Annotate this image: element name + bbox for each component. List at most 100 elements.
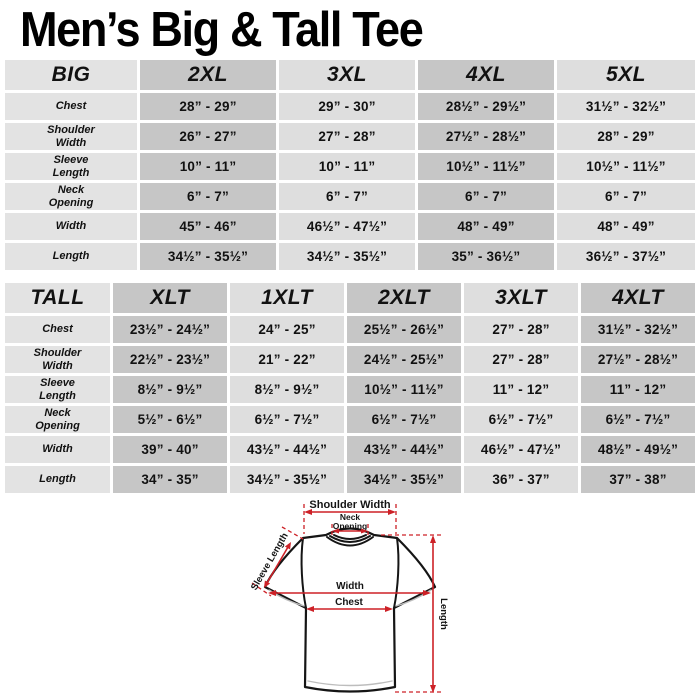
size-value-cell: 28” - 29” — [140, 93, 276, 120]
size-value-cell: 6” - 7” — [418, 183, 554, 210]
tall-row-label: Sleeve Length — [5, 376, 110, 403]
size-value-cell: 34½” - 35½” — [230, 466, 344, 493]
big-table-title-cell: BIG — [5, 60, 137, 90]
arrowhead-icon — [430, 685, 436, 693]
tshirt-sleeve-shade — [395, 589, 432, 607]
arrowhead-icon — [332, 528, 339, 534]
width-label: Width — [336, 581, 364, 592]
big-column-header: 3XL — [279, 60, 415, 90]
size-value-cell: 25½” - 26½” — [347, 316, 461, 343]
size-value-cell: 10” - 11” — [140, 153, 276, 180]
tall-row-label: Width — [5, 436, 110, 463]
tall-size-table: TALL XLT 1XLT 2XLT 3XLT 4XLT Chest 23½” … — [5, 283, 695, 493]
big-row-label: Sleeve Length — [5, 153, 137, 180]
size-value-cell: 28” - 29” — [557, 123, 695, 150]
big-column-header: 5XL — [557, 60, 695, 90]
size-value-cell: 6½” - 7½” — [347, 406, 461, 433]
tall-column-header: 2XLT — [347, 283, 461, 313]
big-column-header: 2XL — [140, 60, 276, 90]
size-value-cell: 23½” - 24½” — [113, 316, 227, 343]
size-value-cell: 37” - 38” — [581, 466, 695, 493]
arrowhead-icon — [385, 606, 393, 612]
size-value-cell: 24½” - 25½” — [347, 346, 461, 373]
size-value-cell: 34” - 35” — [113, 466, 227, 493]
big-row-label: Neck Opening — [5, 183, 137, 210]
size-value-cell: 11” - 12” — [464, 376, 578, 403]
arrowhead-icon — [264, 580, 271, 588]
size-value-cell: 6½” - 7½” — [464, 406, 578, 433]
size-value-cell: 43½” - 44½” — [347, 436, 461, 463]
size-value-cell: 46½” - 47½” — [279, 213, 415, 240]
neck-opening-label: Neck — [340, 512, 361, 522]
big-row-label: Length — [5, 243, 137, 270]
size-value-cell: 34½” - 35½” — [347, 466, 461, 493]
tall-table-title-cell: TALL — [5, 283, 110, 313]
size-value-cell: 24” - 25” — [230, 316, 344, 343]
size-value-cell: 6” - 7” — [279, 183, 415, 210]
arrowhead-icon — [284, 542, 291, 550]
tall-column-header: 3XLT — [464, 283, 578, 313]
size-value-cell: 39” - 40” — [113, 436, 227, 463]
tall-row-label: Shoulder Width — [5, 346, 110, 373]
size-value-cell: 6½” - 7½” — [581, 406, 695, 433]
size-value-cell: 43½” - 44½” — [230, 436, 344, 463]
size-value-cell: 27” - 28” — [464, 316, 578, 343]
size-value-cell: 31½” - 32½” — [557, 93, 695, 120]
arrowhead-icon — [361, 528, 368, 534]
big-size-table: BIG 2XL 3XL 4XL 5XL Chest 28” - 29” 29” … — [5, 60, 695, 270]
arrowhead-icon — [423, 590, 431, 596]
tshirt-left-seam — [300, 537, 307, 609]
tall-row-label: Neck Opening — [5, 406, 110, 433]
size-value-cell: 31½” - 32½” — [581, 316, 695, 343]
length-label: Length — [438, 598, 449, 630]
shoulder-width-label: Shoulder Width — [309, 499, 390, 511]
size-value-cell: 10” - 11” — [279, 153, 415, 180]
arrowhead-icon — [430, 535, 436, 543]
page-title: Men’s Big & Tall Tee — [20, 3, 424, 57]
big-column-header: 4XL — [418, 60, 554, 90]
arrowhead-icon — [304, 509, 312, 515]
size-value-cell: 29” - 30” — [279, 93, 415, 120]
size-value-cell: 8½” - 9½” — [113, 376, 227, 403]
size-value-cell: 34½” - 35½” — [140, 243, 276, 270]
chest-label: Chest — [335, 597, 363, 608]
tall-row-label: Chest — [5, 316, 110, 343]
size-value-cell: 48” - 49” — [418, 213, 554, 240]
size-value-cell: 46½” - 47½” — [464, 436, 578, 463]
neck-opening-label: Opening — [333, 521, 367, 531]
size-value-cell: 21” - 22” — [230, 346, 344, 373]
size-value-cell: 45” - 46” — [140, 213, 276, 240]
size-value-cell: 6½” - 7½” — [230, 406, 344, 433]
sleeve-length-extension — [251, 582, 272, 597]
size-value-cell: 10½” - 11½” — [418, 153, 554, 180]
size-value-cell: 8½” - 9½” — [230, 376, 344, 403]
size-value-cell: 34½” - 35½” — [279, 243, 415, 270]
size-value-cell: 6” - 7” — [140, 183, 276, 210]
size-value-cell: 27” - 28” — [279, 123, 415, 150]
tshirt-hem-stitch — [307, 680, 393, 687]
size-value-cell: 28½” - 29½” — [418, 93, 554, 120]
tall-row-label: Length — [5, 466, 110, 493]
tshirt-collar-rib — [329, 535, 371, 543]
tshirt-measurement-diagram: Shoulder Width Neck Opening Sleeve Lengt… — [249, 499, 449, 693]
sleeve-length-dim-line — [266, 546, 289, 584]
tall-column-header: 1XLT — [230, 283, 344, 313]
size-value-cell: 36” - 37” — [464, 466, 578, 493]
tshirt-right-seam — [393, 537, 400, 609]
size-value-cell: 10½” - 11½” — [347, 376, 461, 403]
big-row-label: Shoulder Width — [5, 123, 137, 150]
size-value-cell: 48” - 49” — [557, 213, 695, 240]
size-value-cell: 36½” - 37½” — [557, 243, 695, 270]
arrowhead-icon — [306, 606, 314, 612]
tshirt-outline — [263, 527, 437, 693]
size-value-cell: 10½” - 11½” — [557, 153, 695, 180]
size-value-cell: 35” - 36½” — [418, 243, 554, 270]
tall-column-header: 4XLT — [581, 283, 695, 313]
size-value-cell: 27½” - 28½” — [418, 123, 554, 150]
size-value-cell: 5½” - 6½” — [113, 406, 227, 433]
size-value-cell: 27½” - 28½” — [581, 346, 695, 373]
size-value-cell: 22½” - 23½” — [113, 346, 227, 373]
big-row-label: Width — [5, 213, 137, 240]
big-row-label: Chest — [5, 93, 137, 120]
size-value-cell: 6” - 7” — [557, 183, 695, 210]
